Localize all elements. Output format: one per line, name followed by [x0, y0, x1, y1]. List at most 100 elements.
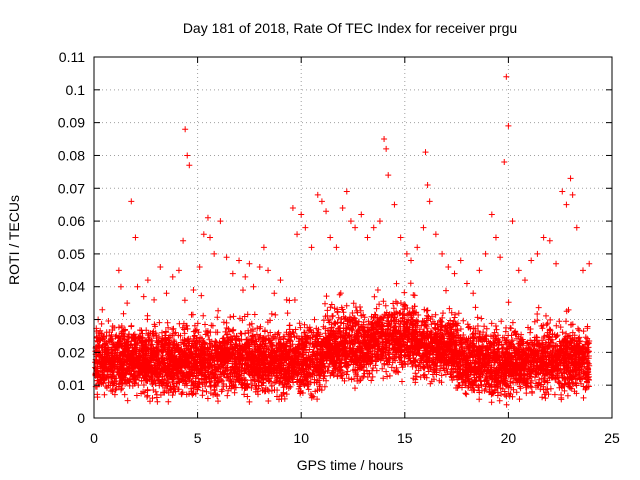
data-point: [314, 191, 321, 198]
data-point: [277, 277, 284, 284]
x-axis-label: GPS time / hours: [297, 457, 404, 473]
data-point: [289, 204, 296, 211]
y-tick-label: 0.04: [58, 279, 85, 295]
data-point: [132, 234, 139, 241]
data-point: [366, 339, 373, 346]
data-point: [532, 349, 539, 356]
data-point: [196, 264, 203, 271]
data-point: [294, 231, 301, 238]
data-point: [468, 349, 475, 356]
data-point: [480, 355, 487, 362]
data-point: [503, 73, 510, 80]
data-point: [546, 237, 553, 244]
x-tick-label: 0: [90, 430, 98, 446]
data-point: [304, 336, 311, 343]
data-point: [302, 224, 309, 231]
y-tick-label: 0.09: [58, 115, 85, 131]
data-point: [497, 254, 504, 261]
data-point: [171, 349, 178, 356]
data-point: [316, 349, 323, 356]
data-point: [117, 283, 124, 290]
data-point: [579, 267, 586, 274]
data-point: [385, 172, 392, 179]
data-point: [99, 306, 106, 313]
data-point: [267, 359, 274, 366]
x-tick-label: 25: [604, 430, 620, 446]
data-point: [559, 188, 566, 195]
data-point: [476, 267, 483, 274]
point-cloud-markers: [92, 280, 593, 408]
data-point: [418, 342, 425, 349]
data-point: [217, 218, 224, 225]
data-point: [175, 267, 182, 274]
y-tick-label: 0.06: [58, 213, 85, 229]
data-point: [236, 257, 243, 264]
data-point: [397, 234, 404, 241]
data-point: [501, 159, 508, 166]
plot-frame: [93, 56, 613, 419]
data-point: [291, 352, 298, 359]
data-point: [238, 355, 245, 362]
data-point: [573, 224, 580, 231]
data-point: [122, 342, 129, 349]
data-point: [495, 346, 502, 353]
data-point: [393, 336, 400, 343]
y-tick-label: 0.03: [58, 312, 85, 328]
data-point: [445, 264, 452, 271]
data-point: [519, 352, 526, 359]
data-point: [439, 250, 446, 257]
data-point: [256, 264, 263, 271]
data-point: [283, 296, 290, 303]
y-tick-label: 0.01: [58, 377, 85, 393]
chart-title: Day 181 of 2018, Rate Of TEC Index for r…: [183, 20, 517, 36]
data-point: [279, 342, 286, 349]
data-point: [586, 260, 593, 267]
data-point: [180, 237, 187, 244]
data-point: [343, 188, 350, 195]
data-point: [252, 346, 259, 353]
data-point: [584, 359, 591, 366]
data-point: [563, 201, 570, 208]
data-point: [571, 355, 578, 362]
data-point: [207, 234, 214, 241]
data-point: [463, 280, 470, 287]
data-point: [569, 191, 576, 198]
data-point: [482, 250, 489, 257]
data-point: [327, 234, 334, 241]
data-point: [271, 290, 278, 297]
data-point: [169, 273, 176, 280]
data-point: [115, 267, 122, 274]
data-point: [109, 323, 116, 330]
data-point: [128, 198, 135, 205]
axes: [93, 56, 613, 419]
data-point: [528, 257, 535, 264]
data-point: [507, 342, 514, 349]
data-point: [492, 234, 499, 241]
data-point: [451, 270, 458, 277]
data-point: [223, 254, 230, 261]
data-point: [124, 300, 131, 307]
data-point: [144, 277, 151, 284]
data-point: [405, 349, 412, 356]
y-axis-label: ROTI / TECUs: [6, 195, 22, 285]
data-point: [540, 234, 547, 241]
data-point: [329, 342, 336, 349]
data-point: [213, 352, 220, 359]
data-point: [376, 218, 383, 225]
data-point: [534, 250, 541, 257]
data-point: [186, 162, 193, 169]
x-tick-label: 15: [397, 430, 413, 446]
data-point: [103, 332, 110, 339]
data-point: [140, 293, 147, 300]
data-point: [188, 355, 195, 362]
data-point: [260, 244, 267, 251]
data-point: [246, 260, 253, 267]
data-point: [370, 224, 377, 231]
data-point: [229, 270, 236, 277]
data-point: [424, 181, 431, 188]
data-point: [383, 145, 390, 152]
data-point: [159, 359, 166, 366]
dense-point-cloud: [92, 280, 593, 408]
data-point: [225, 349, 232, 356]
data-point: [190, 287, 197, 294]
